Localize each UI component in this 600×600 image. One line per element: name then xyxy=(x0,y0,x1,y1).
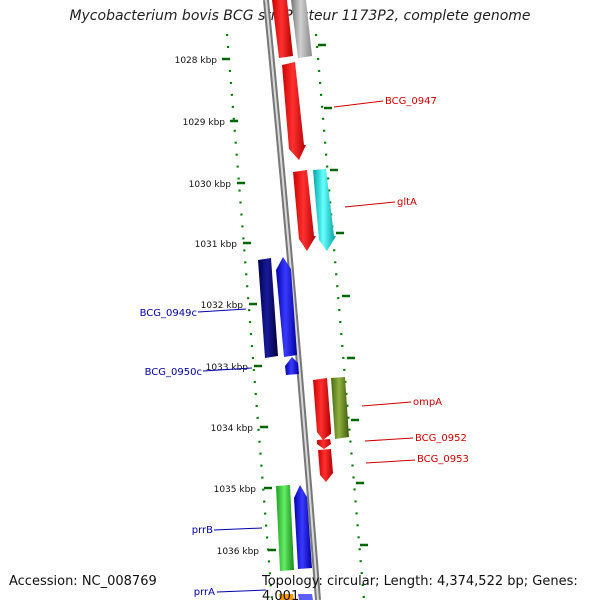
topology-text: Topology: circular; Length: 4,374,522 bp… xyxy=(262,574,578,600)
gene-prra-blue-stub[interactable] xyxy=(298,594,313,600)
tick-label-1034: 1034 kbp xyxy=(211,424,254,434)
gene-gray-top[interactable] xyxy=(291,0,312,58)
gene-red-top[interactable] xyxy=(272,0,293,58)
tick-label-1035: 1035 kbp xyxy=(214,485,257,495)
tick-label-1029: 1029 kbp xyxy=(183,118,226,128)
gene-glta-cyan[interactable] xyxy=(313,169,336,251)
gene-ompa-olive[interactable] xyxy=(331,377,349,439)
label-bcg-0950c[interactable]: BCG_0950c xyxy=(145,367,202,378)
leader-bcg-0952 xyxy=(364,437,414,442)
leader-prrb xyxy=(213,527,263,531)
tick-label-1036: 1036 kbp xyxy=(217,547,260,557)
accession-text: Accession: NC_008769 xyxy=(9,574,157,589)
leader-bcg-0947 xyxy=(333,100,384,108)
leader-bcg-0953 xyxy=(365,459,416,464)
leader-ompa xyxy=(361,401,412,407)
label-bcg-0947[interactable]: BCG_0947 xyxy=(385,96,437,107)
tick-label-1031: 1031 kbp xyxy=(195,240,238,250)
gene-prrb-green[interactable] xyxy=(276,485,294,571)
tick-label-1028: 1028 kbp xyxy=(175,56,218,66)
leader-bcg-0950c xyxy=(202,367,253,372)
gene-bcg-0950c[interactable] xyxy=(285,357,299,375)
genome-backbone-highlight xyxy=(265,0,319,600)
inner-major-ticks xyxy=(222,57,276,552)
tick-track-outer xyxy=(314,33,366,600)
label-bcg-0953[interactable]: BCG_0953 xyxy=(417,454,469,465)
tick-label-1032: 1032 kbp xyxy=(201,301,244,311)
gene-prrb-blue[interactable] xyxy=(294,485,312,569)
gene-bcg-0953[interactable] xyxy=(318,449,333,482)
tick-label-1030: 1030 kbp xyxy=(189,180,232,190)
gene-bcg-0949c-blue[interactable] xyxy=(276,257,297,357)
leader-prra xyxy=(216,589,267,593)
label-glta[interactable]: gltA xyxy=(397,197,417,208)
gene-glta-red[interactable] xyxy=(293,170,316,251)
label-ompa[interactable]: ompA xyxy=(413,397,442,408)
leader-glta xyxy=(344,201,396,208)
outer-major-ticks xyxy=(318,43,368,547)
label-bcg-0952[interactable]: BCG_0952 xyxy=(415,433,467,444)
gene-prra-stub[interactable] xyxy=(279,594,294,600)
label-bcg-0949c[interactable]: BCG_0949c xyxy=(140,308,197,319)
gene-bcg-0949c-navy[interactable] xyxy=(258,258,278,358)
gene-ompa-red[interactable] xyxy=(313,378,331,440)
label-prra[interactable]: prrA xyxy=(194,587,215,598)
gene-bcg-0952[interactable] xyxy=(317,439,331,449)
tick-label-1033: 1033 kbp xyxy=(206,363,249,373)
gene-bcg-0947[interactable] xyxy=(282,62,306,160)
label-prrb[interactable]: prrB xyxy=(192,525,213,536)
leader-bcg-0949c xyxy=(197,308,247,313)
